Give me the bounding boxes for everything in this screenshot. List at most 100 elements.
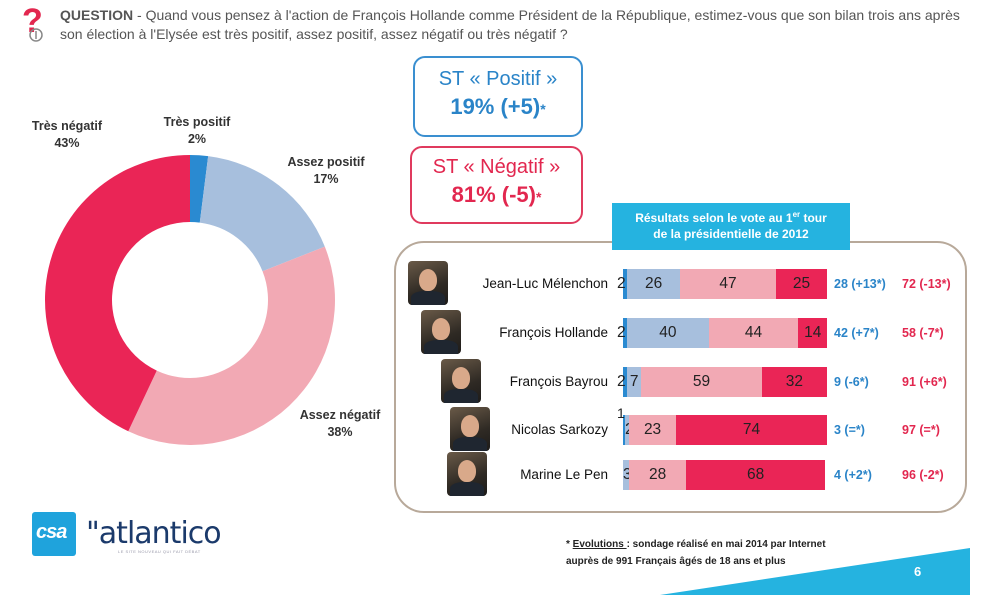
candidate-name: Jean-Luc Mélenchon bbox=[482, 276, 608, 291]
bar-segment-tres-positif bbox=[623, 269, 628, 299]
bar-label-tres-positif: 2 bbox=[617, 373, 626, 390]
row-st-positif: 4 (+2*) bbox=[834, 468, 872, 482]
row-st-positif: 28 (+13*) bbox=[834, 277, 886, 291]
row-st-negatif: 58 (-7*) bbox=[902, 326, 944, 340]
photo-suit bbox=[424, 340, 458, 354]
candidate-row: François Hollande 2 40 44 14 42 (+7*) 58 (-7*) bbox=[0, 310, 986, 354]
bar-segment-tres-negatif: 32 bbox=[761, 367, 827, 397]
bar-segment-assez-positif: 7 bbox=[627, 367, 642, 397]
st-positif-value: 19% (+5) bbox=[450, 94, 541, 119]
candidate-row: Marine Le Pen 3 28 68 4 (+2*) 96 (-2*) bbox=[0, 452, 986, 496]
bar-segment-assez-negatif: 44 bbox=[708, 318, 799, 348]
photo-suit bbox=[453, 437, 487, 451]
bar-segment-tres-negatif: 68 bbox=[686, 460, 825, 490]
photo-face bbox=[452, 367, 470, 389]
vote-header-line1: Résultats selon le vote au 1er tour bbox=[612, 210, 850, 226]
candidate-photo bbox=[421, 310, 461, 354]
bar-label-assez-positif: 3 bbox=[623, 466, 632, 483]
question-mark-icon: ? bbox=[22, 2, 43, 42]
slice-assez-positif bbox=[199, 156, 325, 272]
candidate-name: Nicolas Sarkozy bbox=[511, 422, 608, 437]
label-tres-negatif-name: Très négatif bbox=[31, 119, 103, 133]
bar-segment-tres-positif bbox=[623, 318, 628, 348]
page-number: 6 bbox=[914, 564, 922, 579]
label-assez-positif-name: Assez positif bbox=[287, 155, 365, 169]
label-assez-positif: Assez positif 17% bbox=[276, 154, 376, 188]
bar-label-tres-positif: 2 bbox=[617, 275, 626, 292]
bar-label-tres-positif: 1 bbox=[617, 405, 625, 421]
bar-label-assez-positif: 7 bbox=[629, 373, 639, 390]
row-st-negatif: 91 (+6*) bbox=[902, 375, 947, 389]
label-tres-negatif-value: 43% bbox=[54, 136, 80, 150]
question-label: QUESTION bbox=[60, 7, 134, 23]
atlantico-tagline: LE SITE NOUVEAU QUI FAIT DÉBAT bbox=[118, 549, 201, 554]
st-negatif-star: * bbox=[535, 189, 542, 205]
bar-segment-assez-negatif: 23 bbox=[629, 415, 677, 445]
photo-face bbox=[461, 415, 479, 437]
bar-segment-tres-negatif: 25 bbox=[776, 269, 827, 299]
candidate-name: François Hollande bbox=[499, 325, 608, 340]
bar-segment-tres-positif bbox=[623, 367, 628, 397]
photo-suit bbox=[411, 291, 445, 305]
bar-segment-assez-negatif: 28 bbox=[629, 460, 687, 490]
row-st-positif: 9 (-6*) bbox=[834, 375, 869, 389]
bar-segment-assez-positif: 26 bbox=[627, 269, 681, 299]
bar-label-assez-negatif: 28 bbox=[649, 466, 667, 483]
bar-label-assez-negatif: 47 bbox=[719, 275, 737, 292]
st-negatif-value-line: 81% (-5)* bbox=[412, 180, 581, 212]
label-assez-negatif-name: Assez négatif bbox=[299, 408, 381, 422]
slice-assez-negatif bbox=[128, 246, 336, 445]
bar-segment-assez-negatif: 59 bbox=[641, 367, 762, 397]
label-assez-negatif-value: 38% bbox=[327, 425, 353, 439]
row-st-negatif: 72 (-13*) bbox=[902, 277, 951, 291]
bar-label-assez-negatif: 44 bbox=[744, 324, 763, 341]
candidate-photo bbox=[447, 452, 487, 496]
vote-header-line1-pre: Résultats selon le vote au 1 bbox=[635, 211, 793, 225]
label-tres-negatif: Très négatif 43% bbox=[22, 118, 112, 152]
photo-face bbox=[419, 269, 437, 291]
footnote-underlined: Evolutions bbox=[572, 539, 627, 550]
row-st-positif: 3 (=*) bbox=[834, 423, 865, 437]
label-assez-negatif: Assez négatif 38% bbox=[290, 407, 390, 441]
label-assez-positif-value: 17% bbox=[313, 172, 339, 186]
atlantico-logo: "atlantico bbox=[86, 516, 222, 551]
photo-suit bbox=[450, 482, 484, 496]
row-st-negatif: 97 (=*) bbox=[902, 423, 940, 437]
bar-label-assez-positif: 40 bbox=[659, 324, 677, 341]
csa-logo bbox=[32, 512, 76, 556]
question-body: - Quand vous pensez à l'action de Franço… bbox=[60, 7, 960, 42]
st-positif-value-line: 19% (+5)* bbox=[415, 92, 581, 124]
bar-label-assez-negatif: 59 bbox=[692, 373, 711, 390]
bar-label-tres-negatif: 25 bbox=[792, 275, 811, 292]
vote-header-sup: er bbox=[792, 210, 801, 219]
st-negatif-value: 81% (-5) bbox=[451, 182, 536, 207]
footnote-line1: * Evolutions : sondage réalisé en mai 20… bbox=[566, 536, 826, 553]
bar-segment-assez-negatif: 47 bbox=[680, 269, 776, 299]
footnote: * Evolutions : sondage réalisé en mai 20… bbox=[566, 536, 826, 570]
candidate-name: Marine Le Pen bbox=[520, 467, 608, 482]
candidate-row: Jean-Luc Mélenchon 2 26 47 25 28 (+13*) 72 (-1… bbox=[0, 261, 986, 305]
csa-logo-text: csa bbox=[36, 521, 67, 543]
bar-segment-tres-positif bbox=[623, 415, 626, 445]
vote-header: Résultats selon le vote au 1er tour de l… bbox=[612, 203, 850, 250]
bar-label-tres-negatif: 14 bbox=[804, 324, 822, 341]
candidate-name: François Bayrou bbox=[509, 374, 608, 389]
candidate-row: Nicolas Sarkozy1223743 (=*)97 (=*) bbox=[0, 405, 986, 451]
label-tres-positif-value: 2% bbox=[187, 132, 207, 146]
bar-segment-assez-positif: 40 bbox=[627, 318, 709, 348]
donut-chart bbox=[44, 155, 336, 445]
vote-header-line1-post: tour bbox=[800, 211, 827, 225]
slice-tres-negatif bbox=[44, 155, 191, 432]
candidate-row: François Bayrou 2 7 59 32 9 (-6*) 91 (+6*) bbox=[0, 359, 986, 403]
st-positif-box: ST « Positif » 19% (+5)* bbox=[413, 56, 583, 137]
footnote-line1-text: : sondage réalisé en mai 2014 par Intern… bbox=[626, 539, 826, 550]
bar-label-assez-positif: 26 bbox=[644, 275, 663, 292]
label-tres-positif-name: Très positif bbox=[163, 115, 231, 129]
slice-tres-positif bbox=[190, 155, 209, 223]
bar-label-tres-negatif: 74 bbox=[742, 421, 761, 438]
bar-label-tres-positif: 2 bbox=[617, 324, 626, 341]
st-negatif-title: ST « Négatif » bbox=[432, 156, 561, 178]
footnote-line2: auprès de 991 Français âgés de 18 ans et… bbox=[566, 556, 786, 567]
photo-suit bbox=[444, 389, 478, 403]
st-negatif-box: ST « Négatif » 81% (-5)* bbox=[410, 146, 583, 224]
